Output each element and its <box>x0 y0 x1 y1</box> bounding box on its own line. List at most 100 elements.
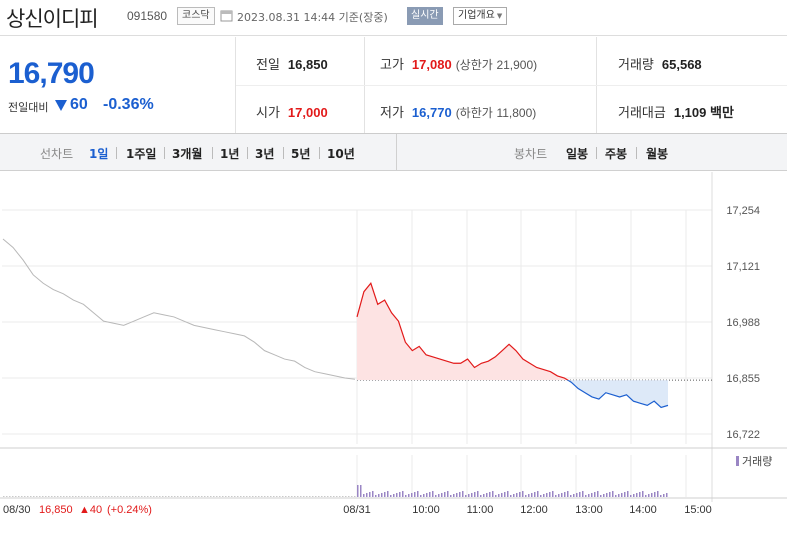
market-badge: 코스닥 <box>177 7 215 25</box>
volume-bar <box>168 496 170 497</box>
divider <box>116 147 117 159</box>
volume-bar <box>471 493 473 497</box>
volume-bar <box>594 492 596 497</box>
volume-bar <box>288 496 290 497</box>
y-tick-label: 16,988 <box>726 317 760 329</box>
volume-bar <box>357 485 359 497</box>
volume-bar <box>453 494 455 497</box>
volume-legend-swatch <box>736 456 739 466</box>
volume-bar <box>540 495 542 497</box>
volume-bar <box>225 496 227 497</box>
volume-bar <box>405 495 407 497</box>
company-overview-dropdown[interactable]: 기업개요 ▼ <box>453 7 508 25</box>
prev-day-close: 16,850 <box>39 504 73 516</box>
volume-bar <box>30 496 32 497</box>
volume-bar <box>462 491 464 497</box>
volume-bar <box>495 495 497 497</box>
volume-bar <box>66 496 68 497</box>
tab-period-3m[interactable]: 3개월 <box>172 147 203 161</box>
volume-bar <box>147 496 149 497</box>
volume-bar <box>87 496 89 497</box>
high-price: 고가 17,080 (상한가 21,900) <box>380 54 537 73</box>
volume-bar <box>459 492 461 497</box>
price-chart[interactable]: 17,254 17,121 16,988 16,855 16,722 거래량 08/31 10… <box>0 172 787 540</box>
tab-candle-daily[interactable]: 일봉 <box>566 147 589 161</box>
change-percent: -0.36% <box>103 96 154 113</box>
x-tick-label: 08/31 <box>343 504 371 516</box>
tab-period-10y[interactable]: 10년 <box>327 147 355 161</box>
volume-bar <box>567 491 569 497</box>
volume-bar <box>63 496 65 497</box>
volume: 거래량 65,568 <box>618 54 702 73</box>
volume-bar <box>93 496 95 497</box>
volume-bar <box>246 496 248 497</box>
volume-bar <box>90 496 92 497</box>
tab-period-5y[interactable]: 5년 <box>291 147 311 161</box>
volume-bar <box>513 494 515 497</box>
volume-bar <box>534 492 536 497</box>
volume-bar <box>102 496 104 497</box>
volume-bar <box>45 496 47 497</box>
divider <box>396 134 397 171</box>
volume-bar <box>309 496 311 497</box>
volume-bar <box>180 496 182 497</box>
volume-bar <box>42 496 44 497</box>
volume-bar <box>243 496 245 497</box>
volume-bar <box>420 495 422 497</box>
volume-bar <box>81 496 83 497</box>
trade-amount: 거래대금 1,109 백만 <box>618 102 734 121</box>
volume-bar <box>552 491 554 497</box>
divider <box>236 85 787 86</box>
volume-bar <box>636 493 638 497</box>
prev-close-value: 16,850 <box>287 57 328 72</box>
volume-bar <box>381 493 383 497</box>
volume-bar <box>267 496 269 497</box>
volume-bar <box>408 494 410 497</box>
trade-amount-value: 1,109 <box>673 105 707 120</box>
volume-bar <box>393 494 395 497</box>
volume-bar <box>153 496 155 497</box>
volume-bar <box>411 493 413 497</box>
volume-bar <box>279 496 281 497</box>
x-tick-label: 15:00 <box>684 504 712 516</box>
volume-bar <box>213 496 215 497</box>
tab-period-1w[interactable]: 1주일 <box>126 147 157 161</box>
x-tick-label: 10:00 <box>412 504 440 516</box>
volume-bar <box>480 495 482 497</box>
volume-bar <box>276 496 278 497</box>
volume-bar <box>177 496 179 497</box>
x-tick-label: 12:00 <box>520 504 548 516</box>
volume-bar <box>591 493 593 497</box>
open-value: 17,000 <box>287 105 328 120</box>
tab-candle-weekly[interactable]: 주봉 <box>605 147 628 161</box>
volume-bar <box>108 496 110 497</box>
tab-period-1y[interactable]: 1년 <box>220 147 240 161</box>
volume-bar <box>189 496 191 497</box>
line-chart-label: 선차트 <box>40 147 74 161</box>
volume-bar <box>165 496 167 497</box>
volume-bar <box>477 491 479 497</box>
volume-bar <box>402 491 404 497</box>
volume-bar <box>564 492 566 497</box>
realtime-button[interactable]: 실시간 <box>407 7 443 25</box>
open-price: 시가 17,000 <box>256 102 328 121</box>
y-tick-label: 16,722 <box>726 429 760 441</box>
volume-bar <box>123 496 125 497</box>
volume-bar <box>450 495 452 497</box>
tab-period-3y[interactable]: 3년 <box>255 147 275 161</box>
volume-bar <box>396 493 398 497</box>
volume-bar <box>378 494 380 497</box>
tab-period-1d[interactable]: 1일 <box>89 147 109 161</box>
low-label: 저가 <box>380 105 404 120</box>
trade-amount-label: 거래대금 <box>618 105 666 120</box>
volume-bar <box>48 496 50 497</box>
tab-candle-monthly[interactable]: 월봉 <box>646 147 669 161</box>
today-line-down <box>566 380 669 409</box>
volume-bar <box>585 495 587 497</box>
volume-bar <box>387 491 389 497</box>
volume-bar <box>192 496 194 497</box>
volume-bar <box>24 496 26 497</box>
volume-bar <box>510 495 512 497</box>
price-summary: 16,790 전일대비 60 -0.36% 전일 16,850 고가 17,080(… <box>0 37 787 134</box>
volume-bar <box>132 496 134 497</box>
